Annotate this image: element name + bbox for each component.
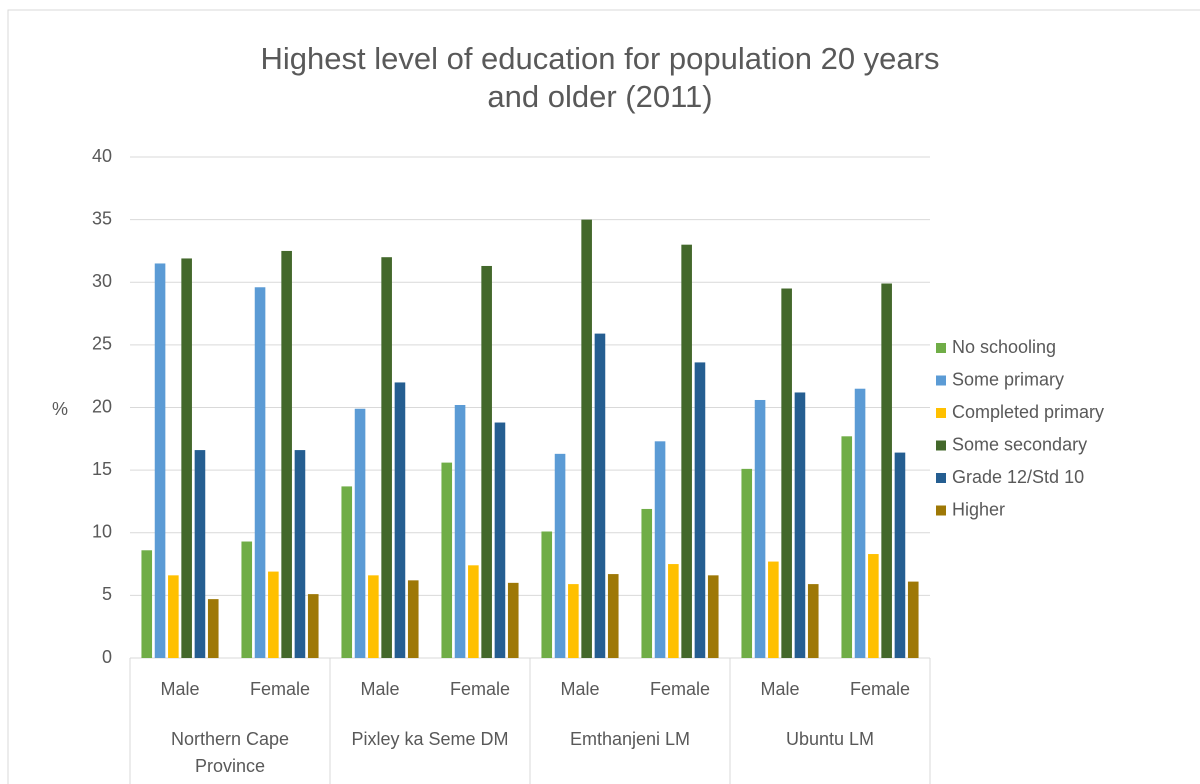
x-tick-label: Male (560, 679, 599, 699)
y-tick-label: 30 (92, 271, 112, 291)
bar (354, 408, 366, 658)
chart-border (7, 9, 1200, 784)
legend-label: Completed primary (952, 402, 1104, 422)
bar (707, 575, 719, 658)
bar (507, 582, 519, 658)
group-label: Northern Cape Province (170, 729, 290, 776)
bar (368, 575, 379, 658)
y-tick-label: 25 (92, 334, 112, 354)
bar (281, 250, 292, 658)
bar (807, 584, 819, 658)
bar (141, 550, 153, 658)
bar (307, 594, 319, 658)
bar (907, 581, 919, 658)
bar (781, 288, 792, 658)
x-tick-label: Male (760, 679, 799, 699)
y-tick-label: 5 (102, 584, 112, 604)
legend-label: Higher (952, 499, 1005, 519)
bar (794, 392, 806, 658)
x-tick-label: Female (850, 679, 910, 699)
bar (641, 508, 653, 658)
bar (441, 462, 453, 658)
bar (154, 263, 166, 658)
x-tick-label: Male (360, 679, 399, 699)
legend-swatch (936, 375, 946, 386)
bar (468, 565, 479, 658)
bar (881, 283, 892, 658)
bar (168, 575, 179, 658)
y-tick-label: 15 (92, 459, 112, 479)
bar (207, 599, 219, 658)
legend-swatch (936, 473, 946, 483)
bar (754, 399, 766, 658)
bar (268, 571, 279, 658)
group-label: Emthanjeni LM (569, 729, 691, 749)
legend-swatch (936, 408, 946, 418)
bar (581, 219, 592, 658)
bar (694, 362, 706, 658)
bar (181, 258, 192, 658)
y-tick-label: 0 (102, 647, 112, 667)
bar (554, 453, 566, 658)
bar (854, 388, 866, 658)
bar (768, 561, 779, 658)
y-tick-label: 40 (92, 146, 112, 166)
x-tick-label: Female (650, 679, 710, 699)
bar (894, 452, 906, 658)
group-label: Ubuntu LM (785, 729, 875, 749)
bar (294, 450, 306, 658)
bar (681, 244, 692, 659)
bar (668, 564, 679, 658)
y-axis-label: % (52, 399, 68, 419)
chart-title: Highest level of education for populatio… (260, 41, 940, 114)
y-tick-label: 35 (92, 208, 112, 228)
bar (481, 265, 492, 658)
bar (594, 333, 606, 658)
legend-swatch (936, 440, 946, 451)
y-tick-label: 10 (92, 522, 112, 542)
x-tick-label: Male (160, 679, 199, 699)
legend-label: Some secondary (952, 434, 1087, 454)
bar (654, 441, 666, 658)
bar (254, 287, 266, 658)
bar (494, 422, 506, 658)
x-tick-label: Female (450, 679, 510, 699)
group-label: Pixley ka Seme DM (351, 729, 509, 749)
legend-label: No schooling (952, 337, 1056, 357)
bar (381, 257, 392, 658)
legend-swatch (936, 343, 946, 353)
bar (841, 436, 853, 658)
x-tick-label: Female (250, 679, 310, 699)
bar (407, 580, 419, 658)
bar (607, 574, 619, 658)
bar (394, 382, 406, 658)
bar (741, 468, 753, 658)
bar (454, 404, 466, 658)
bar (241, 541, 253, 658)
legend-label: Some primary (952, 369, 1064, 389)
legend-label: Grade 12/Std 10 (952, 467, 1084, 487)
legend-swatch (936, 505, 946, 516)
bar (868, 554, 879, 658)
bar (541, 531, 553, 658)
y-tick-label: 20 (92, 396, 112, 416)
bar (568, 584, 579, 658)
bar (194, 450, 206, 658)
bar (341, 486, 353, 658)
